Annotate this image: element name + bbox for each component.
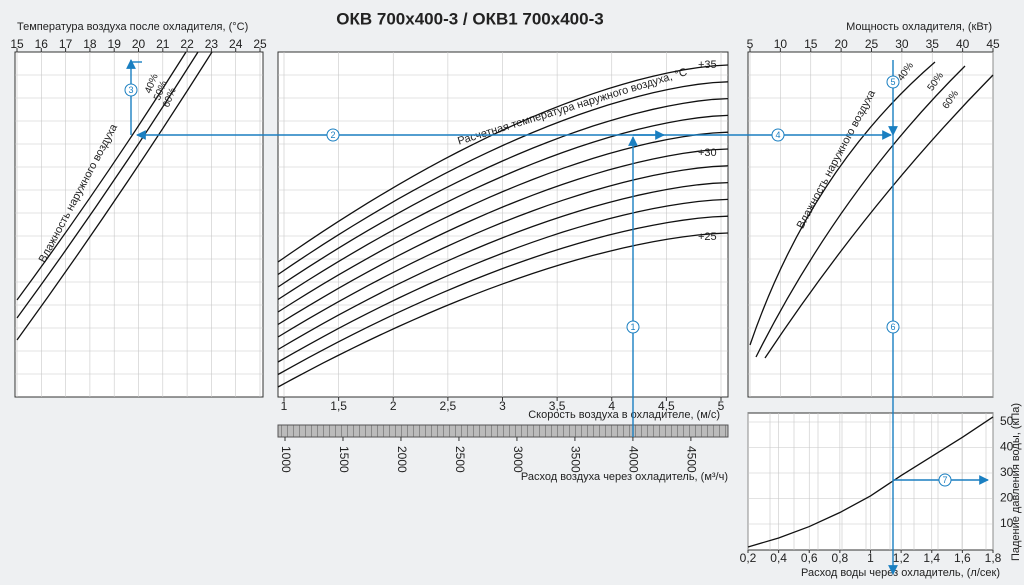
x-tick-label: 0,2 (740, 551, 757, 565)
humidity-curve (764, 74, 994, 359)
x2-tick-label: 1500 (337, 446, 351, 473)
temperature-curve (277, 148, 729, 326)
x-tick-label: 45 (986, 37, 1000, 51)
x-tick-label: 35 (926, 37, 940, 51)
flow-label: Расход воздуха через охладитель, (м³/ч) (521, 471, 728, 483)
x-tick-label: 18 (83, 37, 97, 51)
y-tick-label: 20 (1000, 491, 1014, 505)
x2-tick-label: 4000 (627, 446, 641, 473)
x-tick-label: 25 (253, 37, 267, 51)
step-number: 7 (942, 475, 947, 485)
x-tick-label: 1 (867, 551, 874, 565)
step-marker (124, 83, 138, 97)
humidity-line (16, 51, 213, 341)
temperature-label: +25 (698, 231, 717, 243)
humidity-line (16, 51, 187, 301)
x-tick-label: 3,5 (549, 399, 566, 413)
x2-tick-label: 2500 (453, 446, 467, 473)
x-tick-label: 24 (229, 37, 243, 51)
x-tick-label: 25 (865, 37, 879, 51)
temperature-curve (277, 232, 729, 388)
humidity-curve (755, 65, 966, 358)
velocity-label: Скорость воздуха в охладителе, (м/с) (528, 409, 720, 421)
step-marker (886, 320, 900, 334)
x-tick-label: 1,4 (923, 551, 940, 565)
y-tick-label: 10 (1000, 516, 1014, 530)
x-tick-label: 0,6 (801, 551, 818, 565)
flow-scale-bar (277, 424, 729, 438)
x-tick-label: 1,8 (985, 551, 1002, 565)
temperature-label: +30 (698, 147, 717, 159)
x-tick-label: 4,5 (658, 399, 675, 413)
step-marker (771, 128, 785, 142)
step-number: 6 (890, 322, 895, 332)
x-tick-label: 21 (156, 37, 170, 51)
step-number: 4 (775, 130, 780, 140)
x-tick-label: 15 (10, 37, 24, 51)
y-tick-label: 30 (1000, 465, 1014, 479)
step-marker (938, 473, 952, 487)
water-flow-label: Расход воды через охладитель, (л/сек) (801, 567, 1000, 579)
x-tick-label: 22 (180, 37, 194, 51)
x2-tick-label: 3500 (569, 446, 583, 473)
step-marker (886, 75, 900, 89)
x2-tick-label: 2000 (395, 446, 409, 473)
x-tick-label: 3 (499, 399, 506, 413)
x-tick-label: 5 (718, 399, 725, 413)
x-tick-label: 20 (834, 37, 848, 51)
x2-tick-label: 1000 (279, 446, 293, 473)
temperature-curve (277, 97, 729, 288)
x2-tick-label: 3000 (511, 446, 525, 473)
x-tick-label: 5 (747, 37, 754, 51)
step-number: 3 (128, 85, 133, 95)
x-tick-label: 16 (35, 37, 49, 51)
x-tick-label: 40 (956, 37, 970, 51)
x-tick-label: 0,4 (770, 551, 787, 565)
x-tick-label: 4 (608, 399, 615, 413)
x-tick-label: 1,6 (954, 551, 971, 565)
x2-tick-label: 4500 (685, 446, 699, 473)
pressure-label: Падение давления воды, (кПа) (1010, 403, 1022, 561)
x-tick-label: 10 (774, 37, 788, 51)
y-tick-label: 40 (1000, 440, 1014, 454)
humidity-line (16, 51, 199, 319)
temperature-curve (277, 198, 729, 363)
x-tick-label: 23 (205, 37, 219, 51)
x-tick-label: 17 (59, 37, 73, 51)
x-tick-label: 30 (895, 37, 909, 51)
step-marker (326, 128, 340, 142)
y-tick-label: 50 (1000, 414, 1014, 428)
x-tick-label: 20 (132, 37, 146, 51)
temperature-curve (277, 81, 729, 276)
step-marker (626, 320, 640, 334)
temperature-curve (277, 181, 729, 351)
left-title: Температура воздуха после охладителя, (°… (17, 21, 248, 33)
temperature-curve (277, 165, 729, 338)
step-number: 1 (630, 322, 635, 332)
x-tick-label: 19 (108, 37, 122, 51)
x-tick-label: 2 (390, 399, 397, 413)
pressure-curve (747, 416, 994, 548)
x-tick-label: 15 (804, 37, 818, 51)
x-tick-label: 2,5 (440, 399, 457, 413)
x-tick-label: 1,5 (330, 399, 347, 413)
step-number: 2 (330, 130, 335, 140)
step-number: 5 (890, 77, 895, 87)
humidity-curve (749, 61, 936, 346)
x-tick-label: 0,8 (832, 551, 849, 565)
temperature-curve (277, 215, 729, 376)
right-title: Мощность охладителя, (кВт) (846, 21, 992, 33)
temperature-curve (277, 131, 729, 313)
x-tick-label: 1 (281, 399, 288, 413)
page-title: ОКВ 700х400-3 / ОКВ1 700х400-3 (336, 9, 603, 28)
x-tick-label: 1,2 (893, 551, 910, 565)
temperature-curve (277, 64, 729, 263)
temperature-curve (277, 114, 729, 301)
temperature-label: +35 (698, 59, 717, 71)
panel-right (747, 51, 994, 398)
panel-left (14, 51, 264, 398)
